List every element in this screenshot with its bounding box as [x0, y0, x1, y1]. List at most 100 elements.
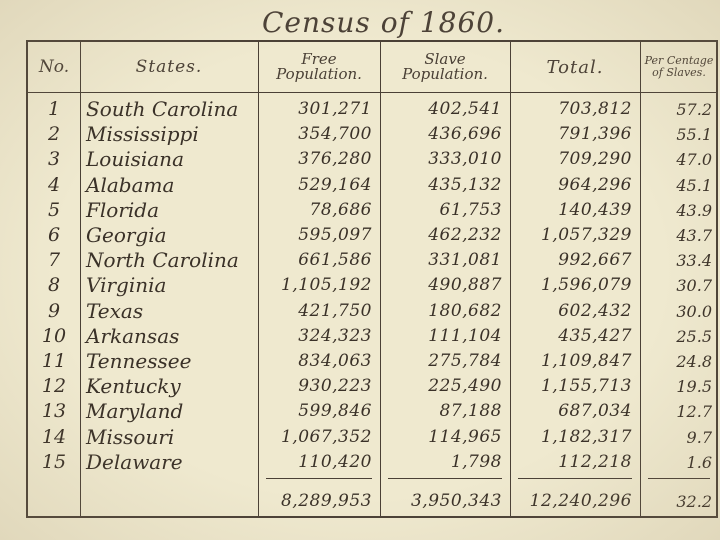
row-state: Mississippi	[86, 122, 199, 147]
row-percent: 12.7	[676, 402, 712, 422]
row-slave-population: 402,541	[428, 99, 502, 119]
row-slave-population: 275,784	[428, 351, 502, 371]
row-number: 15	[41, 450, 67, 473]
row-percent: 19.5	[676, 377, 712, 397]
column-divider	[640, 42, 641, 516]
row-number: 4	[47, 173, 61, 196]
row-free-population: 595,097	[298, 225, 372, 245]
row-number: 7	[47, 249, 61, 272]
free-total-rule	[266, 478, 372, 479]
row-percent: 43.7	[676, 226, 712, 245]
header-no-label: No.	[38, 56, 70, 77]
row-number: 2	[47, 123, 61, 146]
row-total: 964,296	[558, 174, 632, 195]
row-free-population: 301,271	[298, 99, 372, 119]
row-total: 791,396	[558, 124, 632, 145]
row-state: Georgia	[86, 223, 167, 247]
header-percent-line2: of Slaves.	[652, 66, 706, 79]
row-total: 1,109,847	[540, 351, 632, 371]
percent-total-rule	[648, 478, 710, 479]
row-percent: 55.1	[676, 125, 712, 145]
row-percent: 30.0	[676, 301, 712, 321]
row-total: 992,667	[558, 250, 632, 271]
header-states: States.	[80, 42, 258, 92]
total-percent: 32.2	[676, 492, 712, 511]
row-total: 703,812	[558, 99, 632, 119]
row-total: 140,439	[558, 199, 632, 220]
header-no: No.	[28, 42, 80, 92]
total-total: 12,240,296	[529, 491, 632, 511]
row-total: 435,427	[558, 325, 632, 346]
row-state: Virginia	[86, 273, 167, 298]
row-total: 1,057,329	[540, 225, 632, 245]
row-slave-population: 180,682	[428, 300, 502, 321]
row-state: Kentucky	[86, 374, 181, 399]
row-percent: 47.0	[676, 150, 712, 170]
row-slave-population: 462,232	[428, 225, 502, 245]
row-state: Delaware	[86, 449, 183, 474]
row-state: Tennessee	[86, 349, 192, 373]
row-free-population: 834,063	[298, 351, 372, 371]
row-free-population: 78,686	[309, 199, 372, 220]
row-number: 5	[47, 198, 61, 221]
header-slave-line2: Population.	[402, 65, 488, 83]
row-total: 709,290	[558, 149, 632, 170]
header-slave-population: Slave Population.	[380, 42, 510, 92]
row-slave-population: 436,696	[428, 124, 502, 145]
row-slave-population: 1,798	[450, 451, 502, 472]
row-total: 687,034	[558, 401, 632, 422]
row-slave-population: 333,010	[428, 149, 502, 170]
row-slave-population: 61,753	[439, 199, 502, 220]
row-free-population: 599,846	[298, 401, 372, 422]
row-free-population: 354,700	[298, 124, 372, 145]
row-state: Louisiana	[86, 147, 184, 172]
column-divider	[380, 42, 381, 516]
row-state: Maryland	[86, 399, 184, 424]
row-free-population: 1,067,352	[280, 426, 372, 447]
total-free: 8,289,953	[280, 491, 372, 511]
row-slave-population: 435,132	[428, 174, 502, 195]
row-slave-population: 225,490	[428, 376, 502, 397]
header-percentage: Per Centage of Slaves.	[640, 42, 718, 92]
row-total: 1,596,079	[540, 275, 632, 296]
column-divider	[510, 42, 511, 516]
row-number: 13	[41, 400, 67, 423]
row-state: Texas	[86, 298, 144, 323]
row-slave-population: 111,104	[428, 325, 502, 346]
row-free-population: 376,280	[298, 149, 372, 170]
header-free-line1: Free	[301, 50, 337, 68]
header-total: Total.	[510, 42, 640, 92]
row-state: Missouri	[86, 424, 175, 449]
header-total-label: Total.	[546, 56, 604, 78]
row-number: 1	[47, 98, 61, 120]
header-free-line2: Population.	[276, 65, 362, 83]
row-state: Alabama	[86, 172, 175, 197]
row-percent: 1.6	[686, 452, 712, 472]
row-free-population: 110,420	[298, 451, 372, 472]
row-total: 1,155,713	[540, 376, 632, 397]
row-state: South Carolina	[86, 97, 239, 121]
row-number: 8	[47, 274, 61, 297]
row-percent: 33.4	[676, 251, 712, 271]
row-slave-population: 490,887	[428, 275, 502, 296]
header-divider	[28, 92, 716, 93]
row-state: North Carolina	[86, 248, 239, 273]
column-divider	[80, 42, 81, 516]
row-percent: 25.5	[676, 326, 712, 346]
row-number: 9	[47, 299, 61, 322]
row-number: 11	[41, 350, 67, 372]
row-total: 602,432	[558, 300, 632, 321]
column-divider	[258, 42, 259, 516]
row-percent: 45.1	[676, 175, 712, 195]
row-number: 3	[47, 148, 61, 171]
row-state: Arkansas	[86, 323, 180, 348]
row-percent: 24.8	[676, 352, 712, 371]
row-slave-population: 331,081	[428, 250, 502, 271]
row-number: 14	[41, 425, 67, 448]
slave-total-rule	[388, 478, 502, 479]
row-free-population: 930,223	[298, 376, 372, 397]
total-total-rule	[518, 478, 632, 479]
row-number: 12	[41, 375, 67, 398]
row-percent: 57.2	[676, 100, 712, 119]
